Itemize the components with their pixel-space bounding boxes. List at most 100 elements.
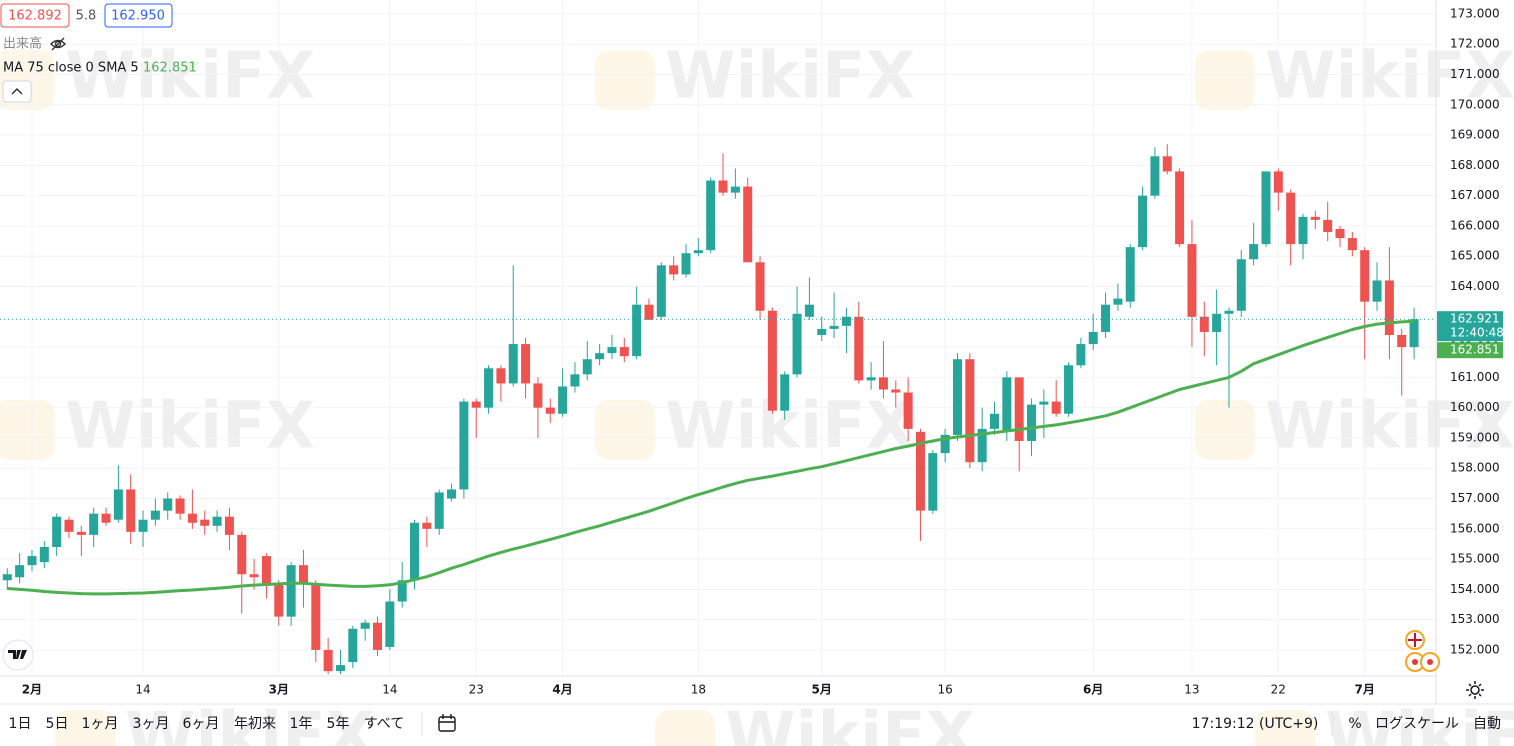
- goto-date-icon[interactable]: [438, 714, 456, 732]
- candle-body: [410, 522, 420, 581]
- ma-legend-value: 162.851: [143, 61, 197, 76]
- range-button[interactable]: 1年: [290, 716, 313, 732]
- candle-body: [113, 489, 123, 520]
- x-tick-label: 2月: [22, 683, 42, 697]
- candle-body: [1384, 280, 1394, 335]
- candle-body: [163, 498, 173, 511]
- x-tick-label: 18: [691, 683, 706, 697]
- candle-body: [669, 265, 679, 275]
- watermark-text: WikiFX: [125, 700, 375, 746]
- candle-body: [323, 649, 333, 672]
- watermark-text: WikiFX: [725, 700, 975, 746]
- candle-body: [2, 574, 12, 581]
- candle-body: [780, 374, 790, 411]
- range-button[interactable]: 1日: [9, 716, 32, 732]
- range-button[interactable]: 5年: [327, 716, 350, 732]
- percent-toggle[interactable]: %: [1348, 716, 1361, 732]
- candle-body: [743, 186, 753, 263]
- candle-body: [878, 377, 888, 390]
- collapse-button[interactable]: [2, 80, 32, 103]
- x-tick-label: 14: [135, 683, 150, 697]
- candle-body: [348, 628, 358, 663]
- candle-body: [360, 622, 370, 629]
- candle-body: [175, 498, 185, 514]
- y-tick-label: 153.000: [1450, 612, 1500, 626]
- watermark-logo: [595, 50, 655, 110]
- candle-body: [693, 250, 703, 254]
- range-button[interactable]: 1ヶ月: [82, 716, 119, 732]
- y-tick-label: 154.000: [1450, 582, 1500, 596]
- candle-body: [1372, 280, 1382, 302]
- last-price-label: 162.921: [1450, 312, 1500, 326]
- candle-body: [508, 344, 518, 384]
- x-tick-label: 16: [937, 683, 952, 697]
- candle-body: [496, 368, 506, 384]
- range-button[interactable]: 年初来: [234, 716, 276, 732]
- candle-body: [1175, 171, 1185, 245]
- x-tick-label: 7月: [1355, 683, 1375, 697]
- candle-body: [656, 265, 666, 317]
- candle-body: [619, 347, 629, 357]
- hide-icon[interactable]: [50, 37, 66, 51]
- candle-body: [1162, 156, 1172, 172]
- y-tick-label: 152.000: [1450, 642, 1500, 656]
- y-tick-label: 172.000: [1450, 37, 1500, 51]
- candle-body: [27, 556, 37, 566]
- candle-body: [940, 434, 950, 454]
- auto-toggle[interactable]: 自動: [1473, 716, 1501, 732]
- candle-body: [1076, 344, 1086, 366]
- candle-body: [706, 180, 716, 251]
- range-button[interactable]: 5日: [46, 716, 69, 732]
- settings-icon[interactable]: [1466, 681, 1484, 699]
- candle-body: [1125, 247, 1135, 302]
- candle-body: [150, 510, 160, 520]
- range-button[interactable]: すべて: [364, 716, 404, 732]
- y-tick-label: 171.000: [1450, 67, 1500, 81]
- candle-body: [558, 386, 568, 414]
- range-button[interactable]: 6ヶ月: [183, 716, 220, 732]
- candle-body: [52, 516, 62, 547]
- candle-body: [1014, 377, 1024, 441]
- y-tick-label: 158.000: [1450, 461, 1500, 475]
- spread: 5.8: [76, 9, 97, 24]
- candle-body: [1039, 401, 1049, 405]
- moving-average-line: [7, 319, 1415, 596]
- candle-body: [39, 546, 49, 563]
- candle-body: [1310, 216, 1320, 220]
- y-tick-label: 170.000: [1450, 97, 1500, 111]
- candle-body: [928, 453, 938, 511]
- candle-body: [1212, 313, 1222, 332]
- watermark-text: WikiFX: [65, 390, 315, 464]
- candle-body: [1273, 171, 1283, 193]
- ma-price-label: 162.851: [1450, 343, 1500, 357]
- watermark-logo: [595, 400, 655, 460]
- range-button[interactable]: 3ヶ月: [133, 716, 170, 732]
- y-tick-label: 155.000: [1450, 552, 1500, 566]
- watermark-text: WikiFX: [1265, 390, 1514, 464]
- candle-body: [767, 310, 777, 411]
- clock[interactable]: 17:19:12 (UTC+9): [1192, 716, 1319, 732]
- watermark-logo: [655, 710, 715, 746]
- candle-body: [471, 401, 481, 408]
- candle-body: [521, 344, 531, 384]
- bid-price: 162.892: [8, 9, 62, 24]
- candle-body: [730, 186, 740, 193]
- bid-box[interactable]: [0, 3, 70, 28]
- toolbar: 1日 5日 1ヶ月 3ヶ月 6ヶ月 年初来 1年 5年 すべて 17:19:12 (UTC+9)%…: [9, 716, 1501, 732]
- candle-body: [977, 428, 987, 463]
- x-tick-label: 22: [1271, 683, 1286, 697]
- candle-body: [1347, 238, 1357, 251]
- candle-body: [804, 304, 814, 317]
- candle-body: [187, 513, 197, 523]
- ask-box[interactable]: [104, 3, 173, 28]
- candle-body: [1323, 219, 1333, 232]
- watermark-text: WikiFX: [1325, 700, 1514, 746]
- candle-body: [237, 534, 247, 575]
- candle-body: [1051, 401, 1061, 414]
- x-tick-label: 5月: [812, 683, 832, 697]
- event-icons: [1405, 630, 1440, 672]
- candle-body: [76, 531, 86, 535]
- log-toggle[interactable]: ログスケール: [1375, 716, 1459, 732]
